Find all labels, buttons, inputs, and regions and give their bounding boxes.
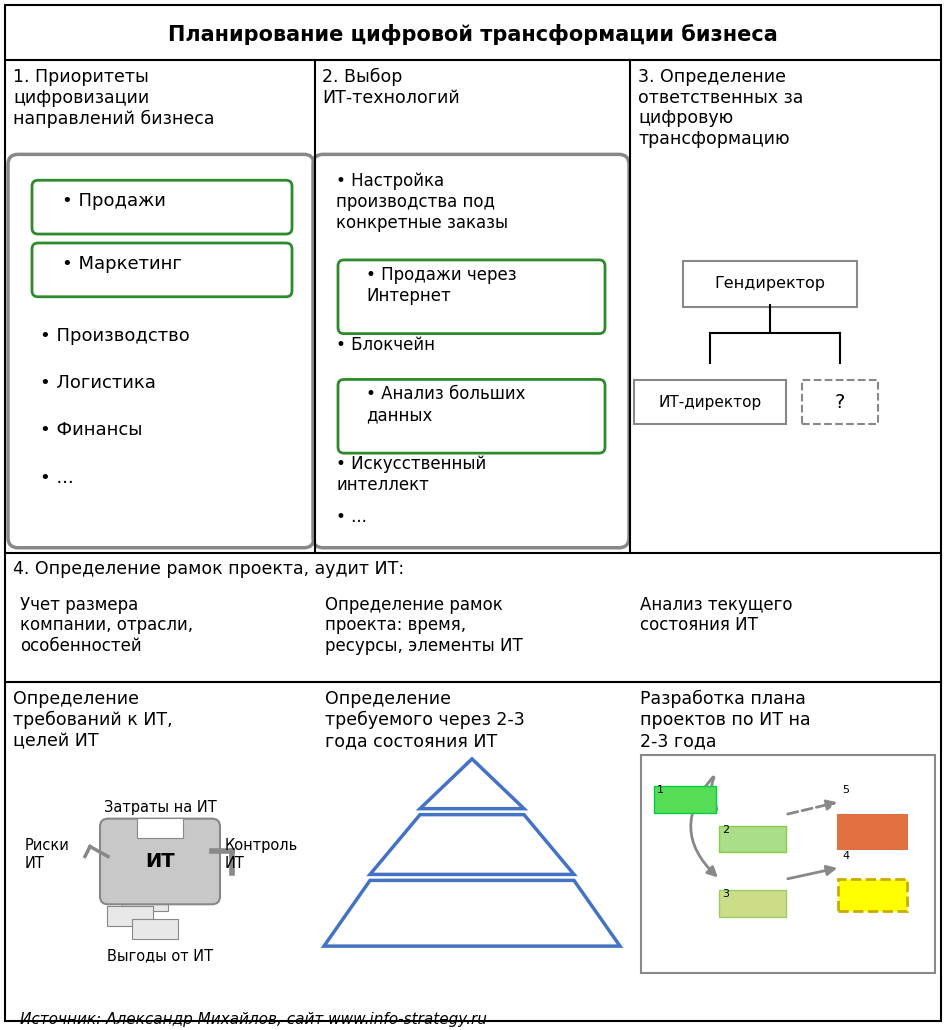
- FancyBboxPatch shape: [122, 891, 168, 912]
- Text: • Производство: • Производство: [40, 327, 190, 345]
- Polygon shape: [370, 815, 574, 874]
- FancyBboxPatch shape: [338, 260, 605, 334]
- Text: • Финансы: • Финансы: [40, 421, 143, 439]
- Text: Источник: Александр Михайлов, сайт www.info-strategy.ru: Источник: Александр Михайлов, сайт www.i…: [20, 1011, 487, 1027]
- Text: • Блокчейн: • Блокчейн: [336, 336, 435, 353]
- Text: Определение рамок
проекта: время,
ресурсы, элементы ИТ: Определение рамок проекта: время, ресурс…: [325, 595, 523, 655]
- Text: 4. Определение рамок проекта, аудит ИТ:: 4. Определение рамок проекта, аудит ИТ:: [13, 559, 404, 578]
- FancyBboxPatch shape: [32, 243, 292, 297]
- Text: 1. Приоритеты
цифровизации
направлений бизнеса: 1. Приоритеты цифровизации направлений б…: [13, 68, 215, 128]
- Text: Учет размера
компании, отрасли,
особенностей: Учет размера компании, отрасли, особенно…: [20, 595, 193, 655]
- FancyBboxPatch shape: [683, 261, 857, 307]
- Text: • ...: • ...: [336, 508, 367, 526]
- FancyBboxPatch shape: [838, 880, 907, 912]
- Polygon shape: [420, 759, 524, 809]
- FancyBboxPatch shape: [338, 379, 605, 453]
- Text: Определение
требуемого через 2-3
года состояния ИТ: Определение требуемого через 2-3 года со…: [325, 690, 525, 750]
- Polygon shape: [324, 881, 620, 947]
- Text: ?: ?: [834, 392, 845, 412]
- Text: Риски
ИТ: Риски ИТ: [25, 838, 70, 870]
- Text: • Анализ больших
данных: • Анализ больших данных: [366, 385, 525, 424]
- Text: Планирование цифровой трансформации бизнеса: Планирование цифровой трансформации бизн…: [168, 25, 778, 45]
- Text: Затраты на ИТ: Затраты на ИТ: [104, 799, 217, 815]
- Text: Разработка плана
проектов по ИТ на
2-3 года: Разработка плана проектов по ИТ на 2-3 г…: [640, 690, 811, 750]
- Text: Контроль
ИТ: Контроль ИТ: [225, 838, 298, 870]
- FancyBboxPatch shape: [654, 786, 716, 813]
- Text: 3: 3: [722, 889, 729, 899]
- FancyBboxPatch shape: [5, 5, 941, 1021]
- Text: • Маркетинг: • Маркетинг: [62, 255, 182, 273]
- Text: 5: 5: [842, 785, 849, 795]
- Text: • Настройка
производства под
конкретные заказы: • Настройка производства под конкретные …: [336, 172, 508, 232]
- Text: Гендиректор: Гендиректор: [714, 276, 826, 291]
- Text: ИТ-директор: ИТ-директор: [658, 394, 762, 410]
- Text: Анализ текущего
состояния ИТ: Анализ текущего состояния ИТ: [640, 595, 793, 634]
- Text: 4: 4: [842, 852, 850, 861]
- FancyBboxPatch shape: [132, 919, 178, 939]
- FancyBboxPatch shape: [634, 380, 786, 424]
- Text: • Логистика: • Логистика: [40, 375, 156, 392]
- FancyBboxPatch shape: [641, 755, 935, 973]
- Text: Определение
требований к ИТ,
целей ИТ: Определение требований к ИТ, целей ИТ: [13, 690, 172, 750]
- Text: 3. Определение
ответственных за
цифровую
трансформацию: 3. Определение ответственных за цифровую…: [638, 68, 803, 148]
- Text: • ...: • ...: [40, 469, 74, 487]
- FancyBboxPatch shape: [107, 906, 153, 926]
- Text: 2. Выбор
ИТ-технологий: 2. Выбор ИТ-технологий: [322, 68, 460, 107]
- FancyBboxPatch shape: [32, 180, 292, 234]
- FancyBboxPatch shape: [838, 815, 907, 849]
- FancyBboxPatch shape: [313, 154, 629, 548]
- Text: • Продажи через
Интернет: • Продажи через Интернет: [366, 266, 517, 305]
- FancyBboxPatch shape: [137, 818, 183, 837]
- Text: 1: 1: [657, 785, 664, 795]
- FancyBboxPatch shape: [100, 819, 220, 904]
- Text: • Искусственный
интеллект: • Искусственный интеллект: [336, 455, 486, 494]
- Text: ИТ: ИТ: [145, 852, 175, 871]
- FancyBboxPatch shape: [719, 890, 786, 918]
- FancyBboxPatch shape: [719, 826, 786, 853]
- Text: Выгоды от ИТ: Выгоды от ИТ: [107, 948, 213, 963]
- Text: • Продажи: • Продажи: [62, 193, 166, 210]
- FancyBboxPatch shape: [802, 380, 878, 424]
- FancyBboxPatch shape: [8, 154, 314, 548]
- Text: 2: 2: [722, 825, 729, 834]
